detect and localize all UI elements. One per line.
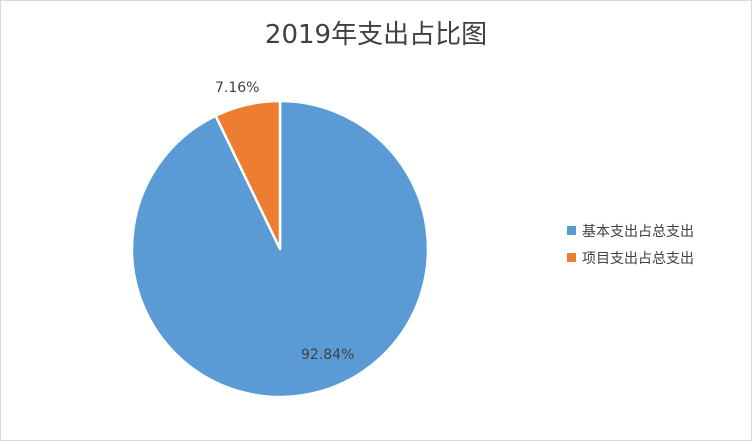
legend-item-basic: 基本支出占总支出 (567, 217, 694, 244)
pie-slice-project (214, 99, 282, 251)
chart-title: 2019年支出占比图 (264, 20, 488, 50)
legend: 基本支出占总支出 项目支出占总支出 (567, 217, 694, 271)
legend-swatch-basic (567, 226, 576, 235)
data-label-basic: 92.84% (301, 347, 354, 363)
legend-label-basic: 基本支出占总支出 (582, 223, 694, 240)
legend-item-project: 项目支出占总支出 (567, 244, 694, 271)
legend-swatch-project (567, 253, 576, 262)
data-label-project: 7.16% (215, 80, 259, 96)
legend-label-project: 项目支出占总支出 (582, 250, 694, 267)
